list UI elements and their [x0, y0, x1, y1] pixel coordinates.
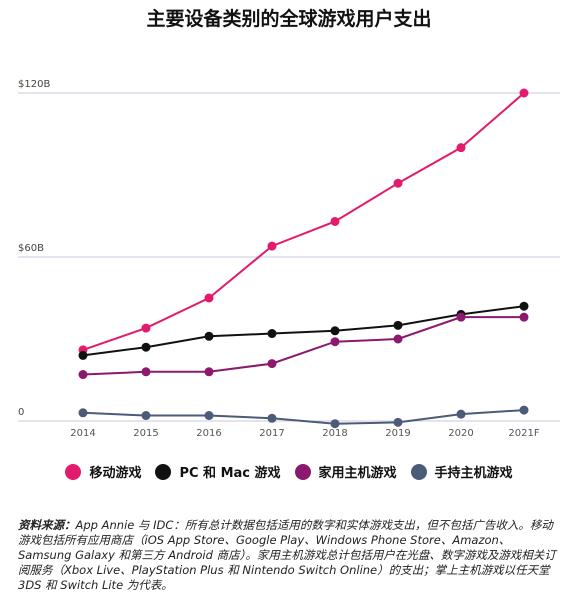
data-point [393, 334, 403, 344]
data-point [393, 417, 403, 427]
y-tick-label: $60B [18, 243, 44, 254]
data-point [204, 367, 214, 377]
x-tick-label: 2018 [322, 428, 347, 439]
legend-swatch [65, 463, 82, 480]
series-line [82, 409, 525, 425]
data-point [78, 408, 88, 418]
data-point [204, 293, 214, 303]
data-point [141, 323, 151, 333]
legend-swatch [155, 463, 172, 480]
data-point [393, 320, 403, 330]
data-point [78, 350, 88, 360]
x-tick-label: 2015 [133, 428, 158, 439]
series-points [78, 88, 529, 429]
data-point [141, 411, 151, 421]
data-point [519, 301, 529, 311]
y-tick-label: 0 [18, 407, 24, 418]
data-point [456, 143, 466, 153]
source-text: App Annie 与 IDC：所有总计数据包括适用的数字和实体游戏支出，但不包… [18, 518, 556, 592]
legend-swatch [410, 463, 427, 480]
data-point [204, 331, 214, 341]
series-line [82, 316, 524, 376]
data-point [141, 342, 151, 352]
legend: 移动游戏 PC 和 Mac 游戏 家用主机游戏 手持主机游戏 [0, 462, 578, 481]
legend-label: PC 和 Mac 游戏 [179, 466, 281, 481]
data-point [330, 419, 340, 429]
data-point [267, 413, 277, 423]
legend-item: 家用主机游戏 [294, 462, 397, 481]
series-lines [82, 92, 525, 425]
data-point [267, 241, 277, 251]
source-label: 资料来源： [18, 518, 76, 532]
legend-label: 家用主机游戏 [318, 466, 397, 481]
data-point [519, 88, 529, 98]
data-point [330, 216, 340, 226]
legend-swatch [294, 463, 311, 480]
x-tick-label: 2017 [259, 428, 284, 439]
data-point [519, 405, 529, 415]
x-tick-label: 2020 [448, 428, 473, 439]
x-axis-labels: 2014 2015 2016 2017 2018 2019 2020 2021F [70, 428, 540, 439]
x-tick-label: 2021F [508, 428, 539, 439]
line-chart: 0$60B$120B 2014 2015 2016 2017 2018 2019 2020 2… [18, 79, 560, 439]
legend-item: PC 和 Mac 游戏 [155, 462, 281, 481]
source-note: 资料来源：App Annie 与 IDC：所有总计数据包括适用的数字和实体游戏支… [18, 518, 563, 593]
data-point [330, 337, 340, 347]
data-point [519, 312, 529, 322]
data-point [330, 326, 340, 336]
x-tick-label: 2016 [196, 428, 221, 439]
data-point [456, 409, 466, 419]
legend-label: 移动游戏 [89, 466, 142, 481]
legend-label: 手持主机游戏 [434, 466, 513, 481]
data-point [456, 312, 466, 322]
y-tick-label: $120B [18, 79, 50, 90]
legend-item: 手持主机游戏 [410, 462, 513, 481]
y-axis-labels: 0 $60B $120B [18, 79, 50, 418]
data-point [393, 178, 403, 188]
data-point [78, 370, 88, 380]
legend-item: 移动游戏 [65, 462, 141, 481]
series-line [82, 92, 525, 351]
data-point [141, 367, 151, 377]
gridlines [18, 92, 560, 422]
data-point [267, 329, 277, 339]
x-tick-label: 2019 [385, 428, 410, 439]
data-point [267, 359, 277, 369]
x-tick-label: 2014 [70, 428, 95, 439]
data-point [204, 411, 214, 421]
series-line [82, 305, 525, 357]
chart-title: 主要设备类别的全球游戏用户支出 [146, 8, 432, 30]
